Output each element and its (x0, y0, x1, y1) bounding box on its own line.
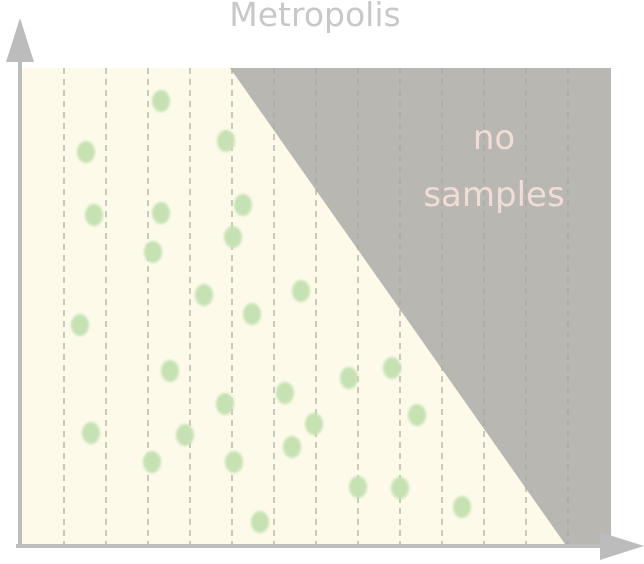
sample-point (243, 303, 261, 325)
sample-point (77, 141, 95, 163)
sample-point (217, 130, 235, 152)
sample-point (383, 357, 401, 379)
x-axis (16, 532, 644, 560)
sample-point (195, 284, 213, 306)
sample-point (176, 424, 194, 446)
sample-point (340, 367, 358, 389)
no-samples-label-line1: no (473, 118, 515, 158)
sample-point (224, 226, 242, 248)
sample-point (152, 90, 170, 112)
sample-point (283, 436, 301, 458)
sample-point (143, 451, 161, 473)
y-axis-arrowhead (6, 18, 34, 62)
sample-point (144, 241, 162, 263)
sample-point (251, 511, 269, 533)
sample-point (453, 496, 471, 518)
sample-point (305, 413, 323, 435)
y-axis (6, 18, 34, 548)
grid-lines (63, 68, 569, 544)
diagram-title: Metropolis (229, 0, 400, 34)
sample-point (276, 382, 294, 404)
sample-points (71, 90, 471, 533)
sample-point (85, 204, 103, 226)
sample-point (71, 314, 89, 336)
no-samples-label-line2: samples (423, 175, 564, 215)
sample-point (234, 194, 252, 216)
x-axis-arrowhead (600, 532, 644, 560)
sample-point (391, 477, 409, 499)
sample-point (82, 422, 100, 444)
sample-point (216, 393, 234, 415)
sample-point (225, 451, 243, 473)
sample-point (161, 360, 179, 382)
sample-point (349, 476, 367, 498)
sample-point (408, 404, 426, 426)
sample-point (292, 280, 310, 302)
no-samples-region (230, 68, 611, 544)
sample-point (152, 202, 170, 224)
